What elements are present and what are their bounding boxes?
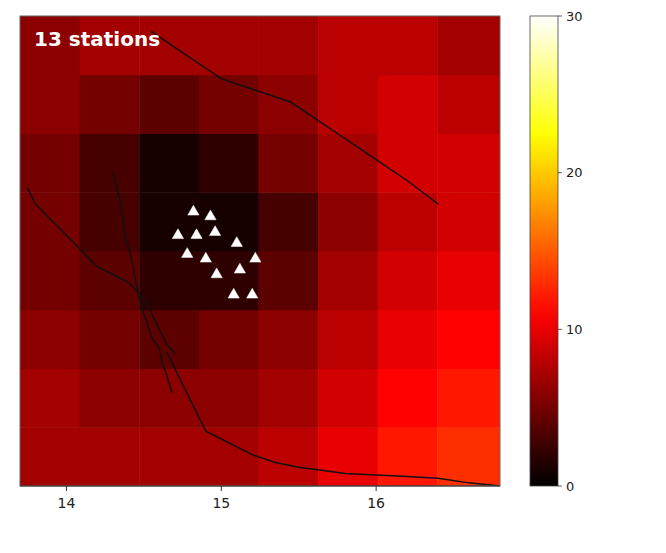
heat-cell	[318, 369, 378, 428]
heat-cell	[258, 369, 318, 428]
heat-cell	[378, 251, 438, 310]
heat-cell	[437, 192, 500, 251]
heat-cell	[258, 75, 318, 134]
plot-frame	[20, 16, 500, 486]
colorbar-tick	[558, 16, 562, 17]
heat-cell	[199, 16, 259, 75]
station	[228, 288, 239, 298]
heat-cell	[318, 251, 378, 310]
heat-cell	[199, 310, 259, 369]
heat-cell	[378, 369, 438, 428]
heat-cell	[80, 134, 140, 193]
heat-cell	[258, 192, 318, 251]
heat-cell	[378, 75, 438, 134]
coastline	[113, 173, 172, 392]
station	[205, 210, 216, 220]
station	[182, 248, 193, 258]
heat-cell	[437, 134, 500, 193]
heat-cell	[139, 427, 199, 486]
colorbar-tick-label: 20	[566, 165, 583, 180]
colorbar-scale	[530, 16, 558, 486]
heat-cell	[139, 75, 199, 134]
heat-cell	[258, 310, 318, 369]
heat-cell	[139, 369, 199, 428]
colorbar-tick-label: 10	[566, 322, 583, 337]
x-tick	[221, 486, 222, 491]
heat-cell	[80, 251, 140, 310]
heat-cell	[139, 192, 199, 251]
heat-cell	[378, 134, 438, 193]
station	[191, 229, 202, 239]
heat-cell	[199, 134, 259, 193]
heat-cell	[139, 251, 199, 310]
colorbar-tick-label: 30	[566, 9, 583, 24]
heat-cell	[318, 134, 378, 193]
coastline	[167, 353, 500, 486]
station	[209, 226, 220, 236]
heat-cell	[20, 134, 80, 193]
heat-cell	[199, 75, 259, 134]
station	[211, 268, 222, 278]
heat-cell	[20, 427, 80, 486]
colorbar-tick	[558, 486, 562, 487]
heat-cell	[318, 427, 378, 486]
heat-cell	[199, 427, 259, 486]
heat-cell	[258, 134, 318, 193]
x-axis-line	[20, 486, 500, 487]
heat-cell	[80, 427, 140, 486]
heat-cell	[378, 16, 438, 75]
x-tick-label: 16	[367, 495, 385, 511]
station	[188, 205, 199, 215]
heat-cell	[318, 75, 378, 134]
heat-cell	[139, 310, 199, 369]
station	[250, 252, 261, 262]
heat-cell	[378, 310, 438, 369]
x-axis: 14 15 16	[20, 486, 500, 511]
heat-cell	[20, 369, 80, 428]
heat-cell	[80, 75, 140, 134]
heat-cell	[258, 427, 318, 486]
plot-area	[20, 16, 500, 486]
heat-cell	[318, 310, 378, 369]
heat-cell	[80, 192, 140, 251]
heat-cell	[199, 251, 259, 310]
x-tick-label: 14	[58, 495, 76, 511]
heat-cell	[437, 75, 500, 134]
x-tick-label: 15	[212, 495, 230, 511]
station	[247, 288, 258, 298]
heat-cell	[437, 16, 500, 75]
station	[234, 263, 245, 273]
station	[172, 229, 183, 239]
heat-cell	[378, 192, 438, 251]
coastline	[28, 188, 175, 352]
colorbar-tick	[558, 172, 562, 173]
colorbar: 0 10 20 30	[530, 9, 583, 494]
heat-cell	[20, 75, 80, 134]
heat-cell	[437, 310, 500, 369]
heat-cell	[20, 310, 80, 369]
heat-cell	[318, 16, 378, 75]
heat-cell	[437, 427, 500, 486]
colorbar-tick-label: 0	[566, 479, 574, 494]
heat-cell	[258, 16, 318, 75]
heat-cell	[139, 134, 199, 193]
colorbar-tick	[558, 329, 562, 330]
heat-cell	[199, 369, 259, 428]
coastline	[152, 32, 438, 204]
heat-cell	[80, 310, 140, 369]
station	[231, 237, 242, 247]
heat-cell	[437, 369, 500, 428]
heat-cell	[80, 369, 140, 428]
heat-cell	[318, 192, 378, 251]
x-tick	[66, 486, 67, 491]
heat-cell	[20, 251, 80, 310]
heat-cell	[258, 251, 318, 310]
title: 13 stations	[34, 27, 160, 51]
heat-cell	[437, 251, 500, 310]
x-tick	[376, 486, 377, 491]
chart: 14 15 16 13 stations 0 10 20 30	[0, 0, 666, 553]
heat-cell	[199, 192, 259, 251]
station	[200, 252, 211, 262]
heat-cell	[20, 192, 80, 251]
